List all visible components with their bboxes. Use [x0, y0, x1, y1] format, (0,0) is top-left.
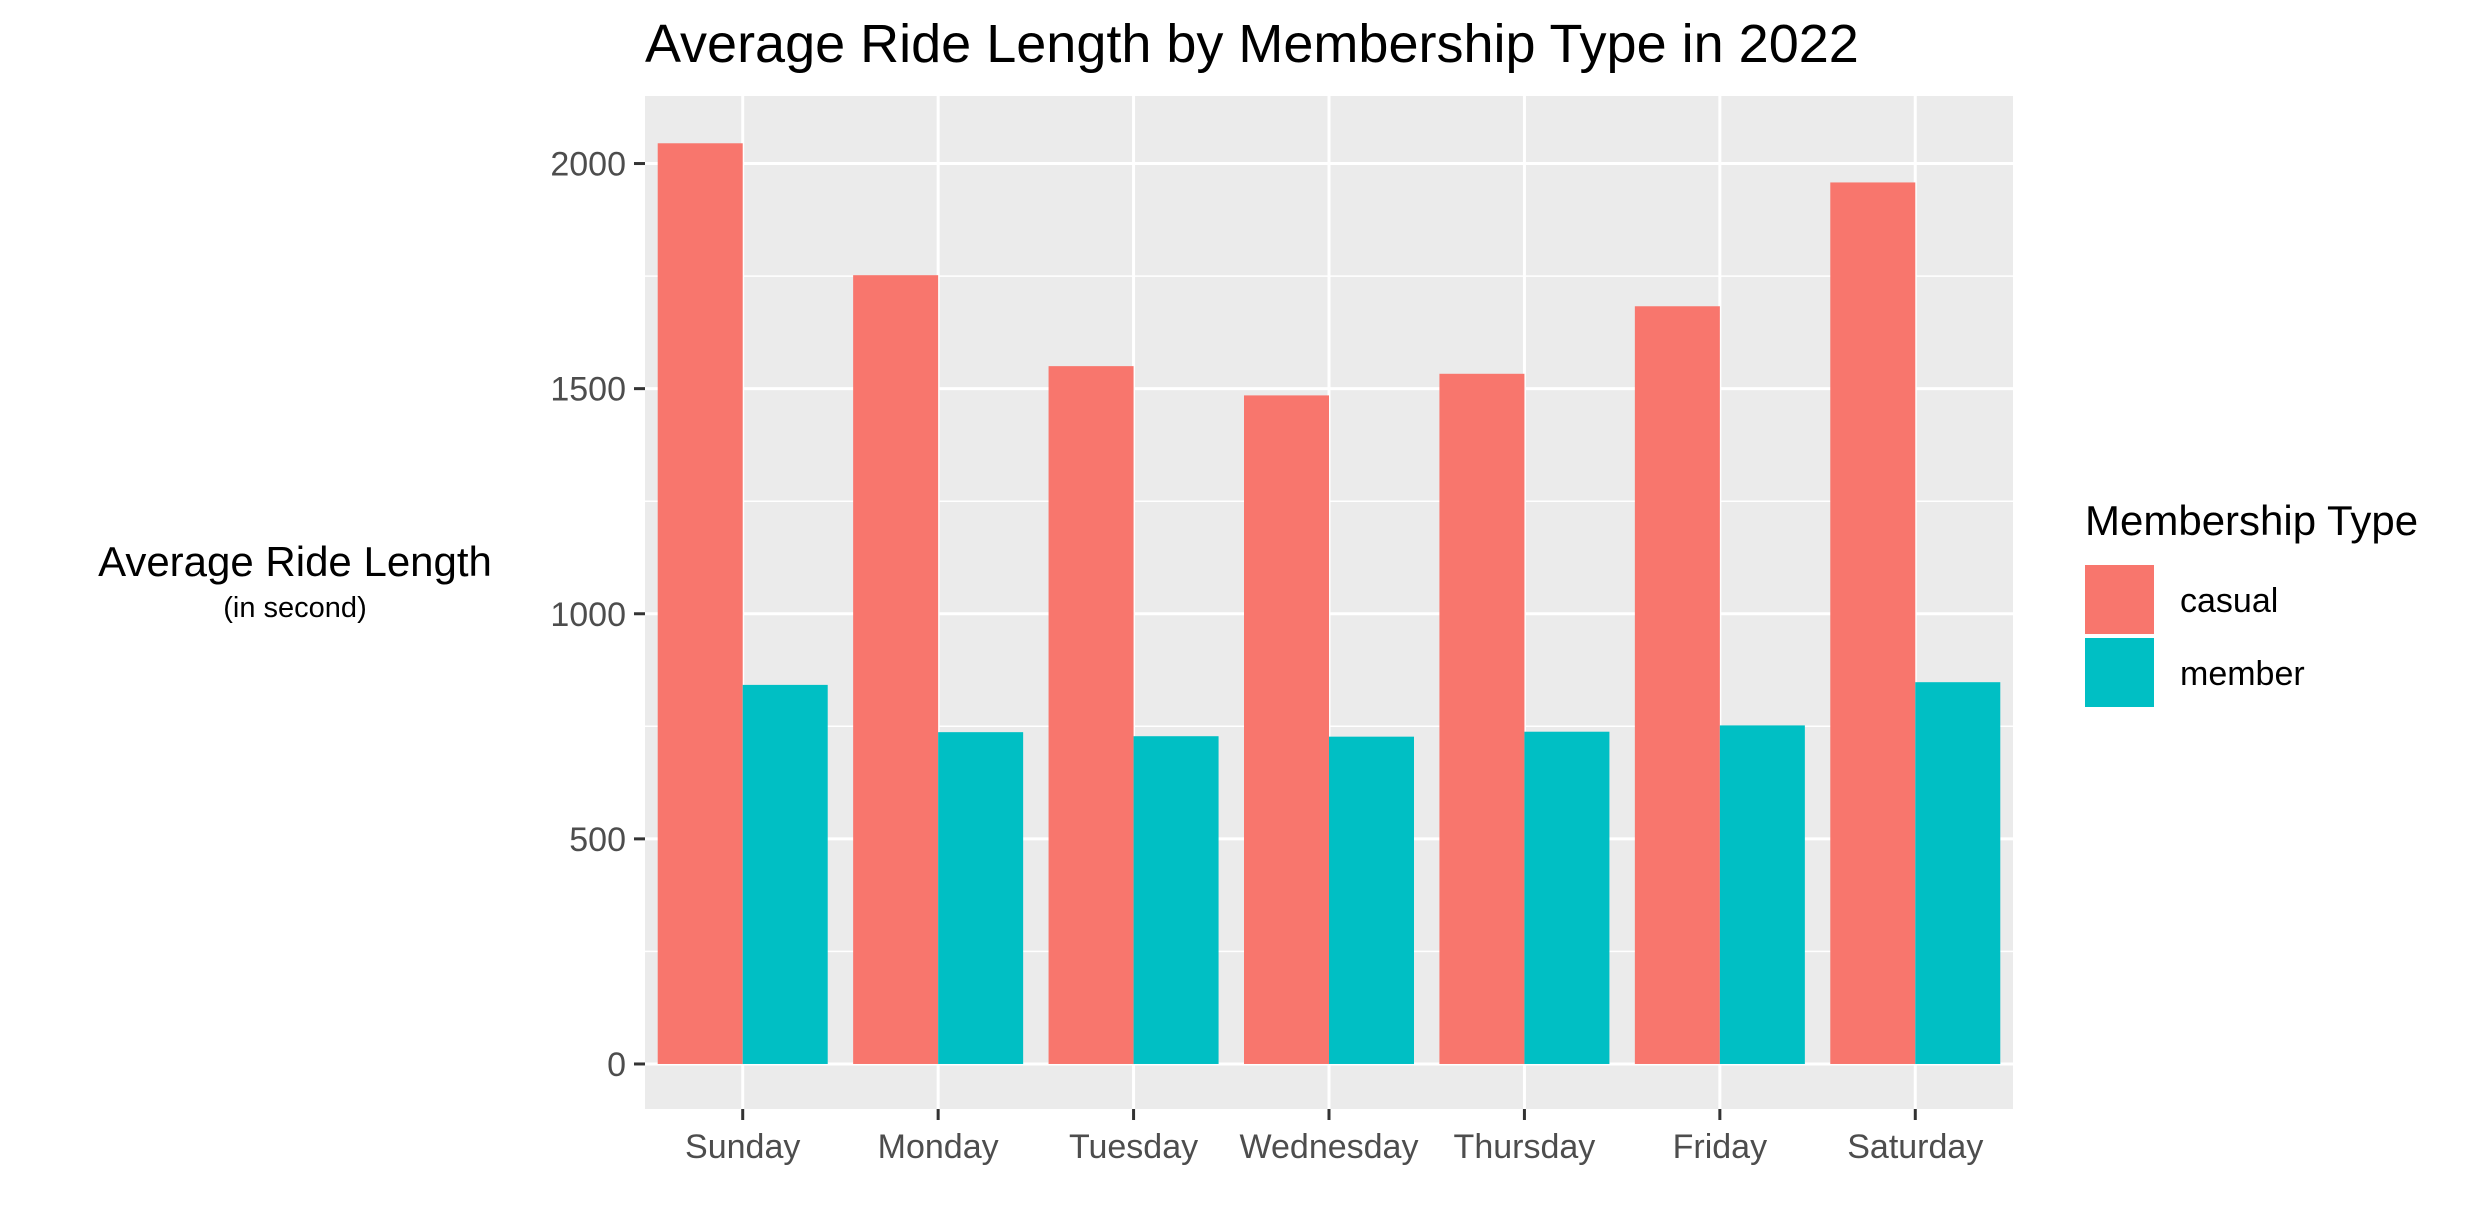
x-tick-label: Sunday — [685, 1128, 800, 1166]
bar-member-friday — [1719, 725, 1805, 1064]
x-tick-label: Friday — [1673, 1128, 1767, 1166]
legend-title: Membership Type — [2085, 497, 2418, 544]
legend-key-casual — [2085, 565, 2154, 634]
x-tick-label: Wednesday — [1240, 1128, 1419, 1166]
y-tick-label: 1000 — [550, 596, 626, 634]
x-tick-label: Monday — [878, 1128, 999, 1166]
x-tick-label: Tuesday — [1069, 1128, 1198, 1166]
chart-title: Average Ride Length by Membership Type i… — [645, 14, 1859, 74]
x-tick-label: Thursday — [1454, 1128, 1596, 1166]
y-axis-subtitle: (in second) — [223, 592, 366, 624]
bar-casual-wednesday — [1244, 395, 1329, 1064]
bar-casual-tuesday — [1048, 366, 1134, 1064]
bar-casual-thursday — [1439, 373, 1525, 1064]
y-tick-label: 2000 — [550, 146, 626, 184]
y-tick-label: 1500 — [550, 371, 626, 409]
y-tick-label: 500 — [569, 821, 626, 859]
x-axis: Sunday Monday Tuesday Wednesday Thursday Frid… — [685, 1109, 1983, 1166]
bar-member-tuesday — [1133, 736, 1219, 1064]
bar-casual-saturday — [1830, 182, 1916, 1064]
bar-casual-monday — [853, 275, 939, 1064]
legend-key-member — [2085, 638, 2154, 707]
bar-member-monday — [938, 732, 1024, 1064]
bar-member-wednesday — [1329, 736, 1414, 1064]
bar-casual-friday — [1634, 306, 1720, 1064]
y-axis-title: Average Ride Length — [98, 538, 492, 585]
y-axis: 0 500 1000 1500 2000 — [550, 146, 645, 1084]
bar-casual-sunday — [657, 143, 743, 1064]
x-tick-label: Saturday — [1847, 1128, 1983, 1166]
bar-member-sunday — [742, 684, 828, 1064]
bar-member-thursday — [1524, 731, 1610, 1064]
bar-member-saturday — [1915, 682, 2001, 1064]
y-tick-label: 0 — [607, 1046, 626, 1084]
legend-label-casual: casual — [2180, 582, 2278, 620]
legend: Membership Type casual member — [2085, 497, 2418, 707]
legend-label-member: member — [2180, 655, 2305, 693]
bars-group — [657, 143, 2001, 1064]
